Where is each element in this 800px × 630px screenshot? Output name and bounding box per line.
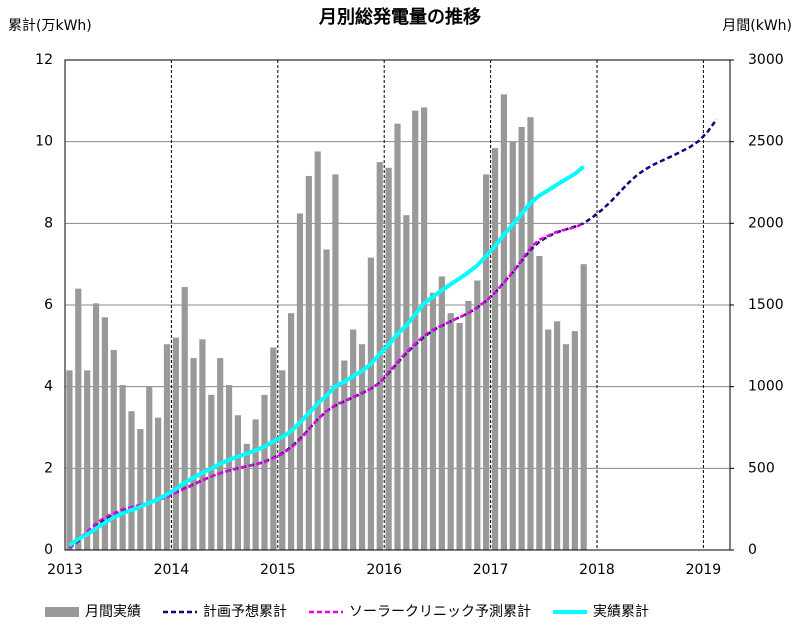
bar — [261, 394, 268, 550]
bar — [252, 419, 259, 550]
bar — [199, 339, 206, 550]
x-tick-label: 2016 — [366, 562, 402, 578]
line — [68, 165, 585, 548]
chart-title: 月別総発電量の推移 — [318, 6, 481, 28]
bar — [323, 249, 330, 550]
bar — [84, 370, 91, 550]
bar — [553, 321, 561, 550]
y-tick-label: 0 — [44, 542, 53, 558]
bar — [385, 167, 392, 551]
y-tick-label: 12 — [35, 52, 53, 68]
bar — [314, 151, 321, 550]
legend-label: 実績累計 — [593, 604, 649, 620]
y2-tick-label: 1500 — [748, 297, 784, 313]
bar — [296, 213, 304, 551]
legend-label: ソーラークリニック予測累計 — [349, 604, 531, 620]
bar — [279, 370, 286, 550]
bar — [465, 300, 472, 550]
bar — [332, 174, 339, 551]
y2-tick-label: 1000 — [748, 379, 784, 395]
bar — [225, 385, 233, 550]
legend-swatch — [45, 607, 79, 617]
bar — [412, 110, 419, 550]
bar — [429, 292, 437, 550]
y-tick-label: 4 — [44, 379, 53, 395]
y2-tick-label: 2000 — [748, 215, 784, 231]
bar — [190, 358, 197, 550]
bar — [243, 443, 250, 550]
x-tick-label: 2017 — [473, 562, 509, 578]
y2-tick-label: 3000 — [748, 52, 784, 68]
bar — [154, 417, 162, 550]
bar — [562, 344, 570, 550]
bar — [447, 313, 454, 550]
bar — [75, 288, 82, 550]
bar — [350, 329, 357, 550]
bar — [146, 386, 153, 550]
bar — [270, 347, 277, 550]
bar — [420, 107, 428, 550]
bar — [527, 117, 534, 551]
x-tick-label: 2013 — [47, 562, 83, 578]
x-tick-label: 2015 — [260, 562, 296, 578]
bar — [181, 287, 188, 550]
bar — [137, 429, 144, 550]
bar — [66, 370, 73, 550]
bar — [438, 276, 445, 550]
y-tick-label: 6 — [44, 297, 53, 313]
bar — [545, 329, 552, 550]
bar — [119, 385, 126, 550]
bar — [305, 175, 312, 550]
legend-label: 月間実績 — [85, 604, 141, 620]
bar — [500, 94, 508, 551]
bar — [234, 415, 242, 550]
bar — [163, 344, 171, 550]
bar — [341, 360, 348, 550]
bar — [491, 148, 499, 550]
bar — [367, 257, 375, 550]
y2-tick-label: 500 — [748, 460, 775, 476]
bar — [101, 317, 109, 550]
plot-frame — [64, 59, 731, 551]
bar — [217, 358, 224, 550]
bar — [580, 264, 587, 550]
bar — [403, 215, 410, 550]
bar — [483, 174, 490, 551]
y2-axis-title: 月間(kWh) — [722, 18, 792, 34]
y2-tick-label: 0 — [748, 542, 757, 558]
bar — [456, 322, 463, 550]
y-tick-label: 8 — [44, 215, 53, 231]
bar — [536, 256, 543, 550]
bar — [110, 349, 117, 550]
bar — [518, 126, 525, 550]
legend-label: 計画予想累計 — [203, 604, 287, 620]
x-tick-label: 2014 — [154, 562, 190, 578]
y-tick-label: 10 — [35, 134, 53, 150]
x-tick-label: 2019 — [686, 562, 722, 578]
y-axis-title: 累計(万kWh) — [8, 18, 92, 34]
bar — [474, 280, 481, 550]
bar — [172, 337, 179, 550]
bar — [128, 411, 135, 550]
y2-tick-label: 2500 — [748, 134, 784, 150]
bar — [358, 344, 366, 550]
bar — [509, 141, 516, 550]
bar — [571, 331, 578, 550]
y-tick-label: 2 — [44, 460, 53, 476]
x-tick-label: 2018 — [579, 562, 615, 578]
bar — [208, 394, 215, 550]
bar — [92, 303, 100, 550]
